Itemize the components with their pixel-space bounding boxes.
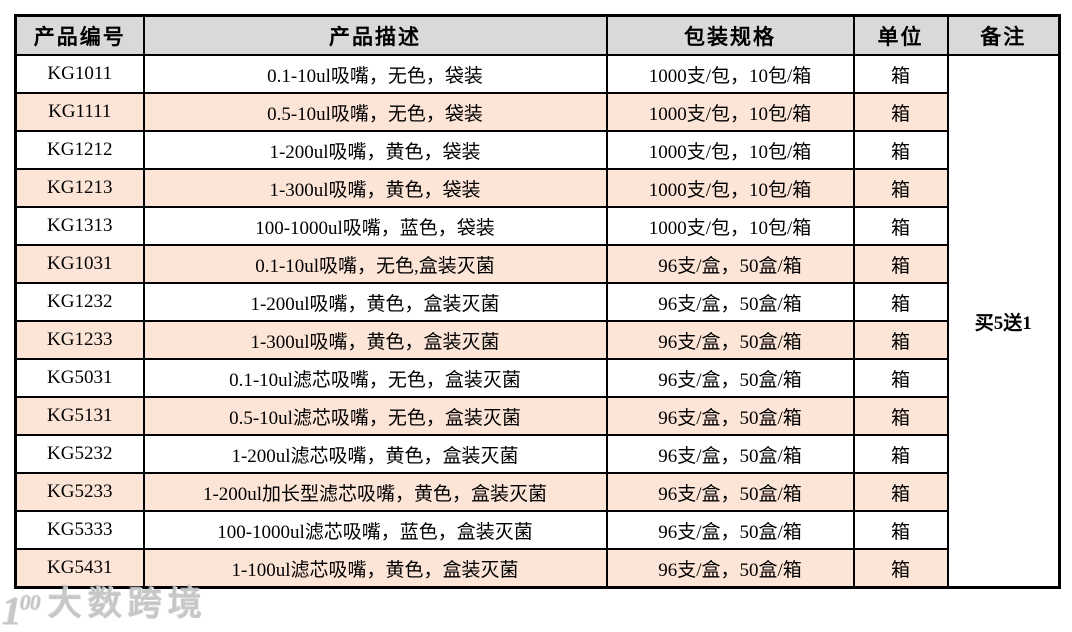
table-row: KG1111 0.5-10ul吸嘴，无色，袋装 1000支/包，10包/箱箱: [14, 92, 1060, 132]
header-packaging-spec: 包装规格: [605, 14, 855, 56]
cell-unit: 箱: [852, 206, 949, 246]
table-row: KG5333 100-1000ul滤芯吸嘴，蓝色，盒装灭菌 96支/盒，50盒/箱箱: [14, 510, 1060, 550]
cell-product-description: 0.5-10ul吸嘴，无色，袋装: [142, 92, 608, 132]
header-remark: 备注: [946, 14, 1061, 56]
table-row: KG5031 0.1-10ul滤芯吸嘴，无色，盒装灭菌 96支/盒，50盒/箱箱: [14, 358, 1060, 398]
cell-unit: 箱: [852, 358, 949, 398]
table-row: KG5131 0.5-10ul滤芯吸嘴，无色，盒装灭菌 96支/盒，50盒/箱箱: [14, 396, 1060, 436]
cell-unit: 箱: [852, 282, 949, 322]
cell-packaging-spec: 1000支/包，10包/箱: [605, 54, 855, 94]
table-row: KG1031 0.1-10ul吸嘴，无色,盒装灭菌 96支/盒，50盒/箱箱: [14, 244, 1060, 284]
cell-product-code: KG1111: [14, 92, 145, 132]
header-unit: 单位: [852, 14, 949, 56]
cell-unit: 箱: [852, 548, 949, 589]
table-row: KG1233 1-300ul吸嘴，黄色，盒装灭菌 96支/盒，50盒/箱箱: [14, 320, 1060, 360]
cell-product-description: 1-300ul吸嘴，黄色，袋装: [142, 168, 608, 208]
cell-unit: 箱: [852, 396, 949, 436]
table-row: KG1313 100-1000ul吸嘴，蓝色，袋装 1000支/包，10包/箱箱: [14, 206, 1060, 246]
cell-product-code: KG1232: [14, 282, 145, 322]
cell-product-description: 100-1000ul吸嘴，蓝色，袋装: [142, 206, 608, 246]
product-table-container: 产品编号 产品描述 包装规格 单位 备注 KG1011 0.1-10ul吸嘴，无色…: [14, 14, 1061, 589]
cell-product-description: 0.1-10ul滤芯吸嘴，无色，盒装灭菌: [142, 358, 608, 398]
cell-product-code: KG5232: [14, 434, 145, 474]
table-row: KG5431 1-100ul滤芯吸嘴，黄色，盒装灭菌 96支/盒，50盒/箱箱: [14, 548, 1060, 589]
cell-packaging-spec: 96支/盒，50盒/箱: [605, 548, 855, 589]
cell-product-description: 1-200ul加长型滤芯吸嘴，黄色，盒装灭菌: [142, 472, 608, 512]
cell-product-code: KG1031: [14, 244, 145, 284]
cell-product-description: 100-1000ul滤芯吸嘴，蓝色，盒装灭菌: [142, 510, 608, 550]
cell-unit: 箱: [852, 54, 949, 94]
cell-product-description: 1-200ul吸嘴，黄色，袋装: [142, 130, 608, 170]
cell-unit: 箱: [852, 92, 949, 132]
cell-packaging-spec: 1000支/包，10包/箱: [605, 168, 855, 208]
cell-packaging-spec: 1000支/包，10包/箱: [605, 92, 855, 132]
cell-unit: 箱: [852, 434, 949, 474]
cell-packaging-spec: 96支/盒，50盒/箱: [605, 320, 855, 360]
cell-packaging-spec: 96支/盒，50盒/箱: [605, 396, 855, 436]
cell-unit: 箱: [852, 130, 949, 170]
cell-packaging-spec: 96支/盒，50盒/箱: [605, 434, 855, 474]
cell-product-description: 0.1-10ul吸嘴，无色,盒装灭菌: [142, 244, 608, 284]
cell-product-code: KG1313: [14, 206, 145, 246]
cell-product-code: KG5333: [14, 510, 145, 550]
cell-product-code: KG1233: [14, 320, 145, 360]
cell-product-description: 1-200ul吸嘴，黄色，盒装灭菌: [142, 282, 608, 322]
cell-product-description: 1-100ul滤芯吸嘴，黄色，盒装灭菌: [142, 548, 608, 589]
cell-unit: 箱: [852, 244, 949, 284]
cell-packaging-spec: 96支/盒，50盒/箱: [605, 472, 855, 512]
watermark: 100 大数跨境: [2, 583, 208, 631]
watermark-text: 大数跨境: [48, 586, 208, 623]
cell-packaging-spec: 1000支/包，10包/箱: [605, 130, 855, 170]
cell-product-code: KG1212: [14, 130, 145, 170]
header-product-description: 产品描述: [142, 14, 608, 56]
table-row: KG1212 1-200ul吸嘴，黄色，袋装 1000支/包，10包/箱箱: [14, 130, 1060, 170]
cell-product-description: 0.1-10ul吸嘴，无色，袋装: [142, 54, 608, 94]
cell-product-description: 1-200ul滤芯吸嘴，黄色，盒装灭菌: [142, 434, 608, 474]
cell-product-description: 1-300ul吸嘴，黄色，盒装灭菌: [142, 320, 608, 360]
table-row: KG5232 1-200ul滤芯吸嘴，黄色，盒装灭菌 96支/盒，50盒/箱箱: [14, 434, 1060, 474]
cell-product-code: KG5031: [14, 358, 145, 398]
cell-packaging-spec: 96支/盒，50盒/箱: [605, 282, 855, 322]
table-row: KG5233 1-200ul加长型滤芯吸嘴，黄色，盒装灭菌 96支/盒，50盒/箱箱: [14, 472, 1060, 512]
cell-packaging-spec: 96支/盒，50盒/箱: [605, 510, 855, 550]
cell-product-code: KG5233: [14, 472, 145, 512]
table-row: KG1011 0.1-10ul吸嘴，无色，袋装 1000支/包，10包/箱箱买5送1: [14, 54, 1061, 589]
cell-product-code: KG1213: [14, 168, 145, 208]
cell-unit: 箱: [852, 472, 949, 512]
cell-product-description: 0.5-10ul滤芯吸嘴，无色，盒装灭菌: [142, 396, 608, 436]
cell-packaging-spec: 96支/盒，50盒/箱: [605, 244, 855, 284]
table-header: 产品编号 产品描述 包装规格 单位 备注: [14, 14, 1061, 56]
cell-unit: 箱: [852, 168, 949, 208]
product-spec-table: 产品编号 产品描述 包装规格 单位 备注 KG1011 0.1-10ul吸嘴，无色…: [14, 14, 1061, 589]
watermark-logo: 100: [2, 588, 41, 632]
cell-product-code: KG5431: [14, 548, 145, 589]
cell-unit: 箱: [852, 510, 949, 550]
header-product-code: 产品编号: [14, 14, 145, 56]
table-body: KG1011 0.1-10ul吸嘴，无色，袋装 1000支/包，10包/箱箱买5送1…: [14, 54, 1061, 589]
merged-remark-cell: 买5送1: [946, 54, 1061, 589]
cell-unit: 箱: [852, 320, 949, 360]
table-row: KG1213 1-300ul吸嘴，黄色，袋装 1000支/包，10包/箱箱: [14, 168, 1060, 208]
cell-product-code: KG1011: [14, 54, 145, 94]
header-row: 产品编号 产品描述 包装规格 单位 备注: [14, 14, 1061, 56]
table-row: KG1232 1-200ul吸嘴，黄色，盒装灭菌 96支/盒，50盒/箱箱: [14, 282, 1060, 322]
cell-product-code: KG5131: [14, 396, 145, 436]
cell-packaging-spec: 1000支/包，10包/箱: [605, 206, 855, 246]
cell-packaging-spec: 96支/盒，50盒/箱: [605, 358, 855, 398]
